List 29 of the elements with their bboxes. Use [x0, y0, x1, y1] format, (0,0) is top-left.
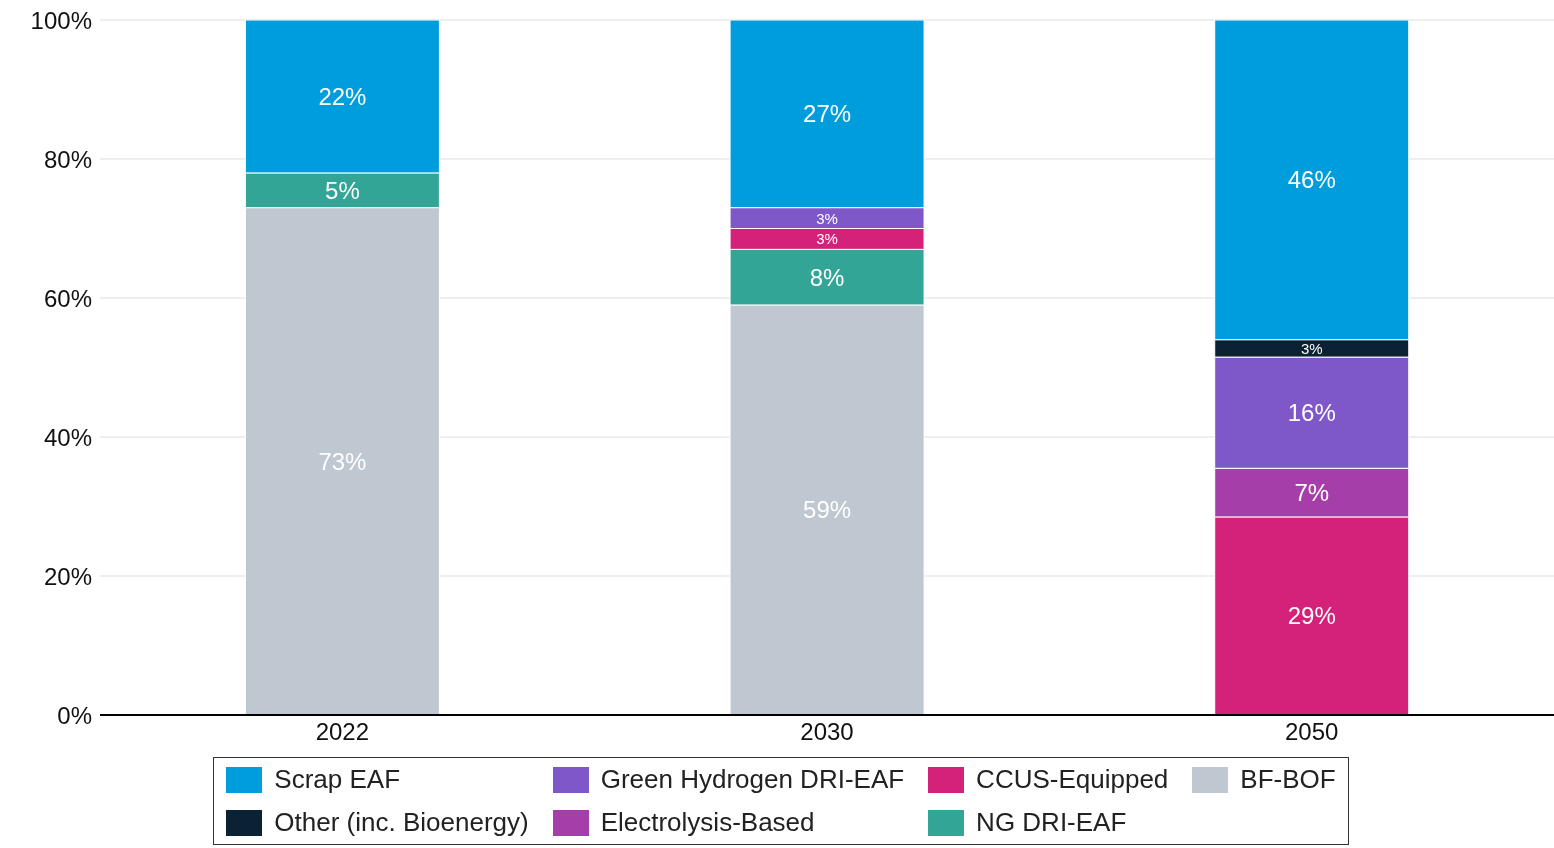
y-tick-label: 80% [43, 145, 92, 173]
y-tick-label: 40% [43, 423, 92, 451]
data-label: 7% [1294, 479, 1330, 507]
x-tick-label: 2050 [1284, 718, 1339, 746]
data-label: 27% [803, 100, 852, 128]
data-label: 46% [1287, 166, 1336, 194]
legend-label: BF-BOF [1240, 764, 1336, 795]
y-tick-label: 20% [43, 562, 92, 590]
legend-label: Green Hydrogen DRI-EAF [600, 764, 905, 795]
data-label: 5% [325, 176, 360, 204]
y-tick-label: 100% [30, 6, 92, 34]
x-tick-label: 2022 [315, 718, 370, 746]
data-label: 3% [816, 230, 838, 248]
legend-label: Scrap EAF [274, 764, 401, 795]
data-label: 3% [816, 209, 838, 227]
data-label: 8% [809, 263, 845, 291]
data-label: 22% [318, 82, 367, 110]
legend-label: Electrolysis-Based [600, 807, 815, 838]
data-label: 16% [1287, 399, 1336, 427]
y-tick-label: 0% [57, 701, 92, 729]
data-label: 73% [318, 447, 367, 475]
legend-label: CCUS-Equipped [976, 764, 1169, 795]
legend-label: NG DRI-EAF [976, 807, 1127, 838]
y-tick-label: 60% [43, 284, 92, 312]
x-tick-label: 2030 [800, 718, 854, 746]
data-label: 59% [803, 496, 852, 524]
legend-label: Other (inc. Bioenergy) [274, 807, 529, 838]
data-label: 3% [1300, 339, 1323, 357]
data-label: 29% [1287, 602, 1336, 630]
